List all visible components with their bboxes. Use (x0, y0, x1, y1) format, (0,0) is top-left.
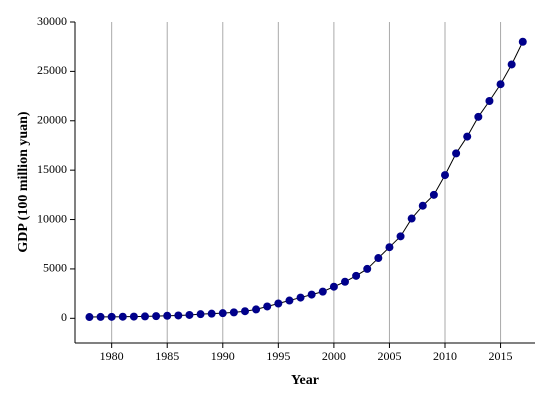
data-point (218, 309, 227, 318)
data-point (185, 310, 194, 319)
data-point (318, 287, 327, 296)
y-tick-label: 25000 (37, 63, 67, 77)
data-point (107, 312, 116, 321)
data-point (96, 312, 105, 321)
x-tick-label: 1980 (100, 349, 124, 363)
x-axis-title: Year (291, 373, 319, 388)
data-point (429, 190, 438, 199)
y-tick-label: 0 (61, 310, 67, 324)
data-point (274, 299, 283, 308)
data-point (496, 80, 505, 89)
y-tick-label: 5000 (43, 261, 67, 275)
x-tick-label: 1995 (266, 349, 290, 363)
data-point (129, 312, 138, 321)
data-point (118, 312, 127, 321)
data-point (518, 37, 527, 46)
data-point (441, 171, 449, 180)
x-tick-label: 2010 (433, 349, 457, 363)
data-point (463, 132, 472, 141)
data-point (374, 254, 383, 263)
series-line (89, 41, 524, 318)
x-tick-label: 2005 (377, 349, 401, 363)
data-point (285, 296, 294, 305)
data-point (229, 308, 238, 317)
data-point (485, 97, 494, 106)
data-point (363, 264, 372, 273)
y-axis-title: GDP (100 million yuan) (16, 111, 31, 253)
data-point (263, 302, 272, 311)
x-tick-label: 2015 (489, 349, 513, 363)
data-point (352, 271, 361, 280)
data-point (252, 305, 261, 314)
data-point (407, 214, 416, 223)
data-point (329, 282, 338, 291)
data-point (307, 290, 316, 299)
data-point (163, 311, 172, 320)
x-tick-label: 1985 (155, 349, 179, 363)
data-point (396, 232, 405, 241)
data-point (85, 313, 94, 322)
data-point (241, 307, 249, 316)
data-point (152, 312, 161, 321)
data-point (474, 112, 483, 121)
data-point (174, 311, 183, 320)
data-point (452, 149, 461, 158)
data-point (341, 277, 349, 286)
data-point (385, 243, 394, 252)
x-tick-label: 1990 (211, 349, 235, 363)
x-tick-label: 2000 (322, 349, 346, 363)
y-tick-label: 20000 (37, 113, 67, 127)
data-point (507, 60, 516, 69)
data-point (207, 309, 216, 318)
data-point (196, 310, 205, 319)
data-point (141, 312, 149, 321)
y-tick-label: 30000 (37, 14, 67, 28)
y-tick-label: 15000 (37, 162, 67, 176)
y-tick-label: 10000 (37, 211, 67, 225)
data-point (418, 201, 427, 210)
data-point (296, 293, 305, 302)
